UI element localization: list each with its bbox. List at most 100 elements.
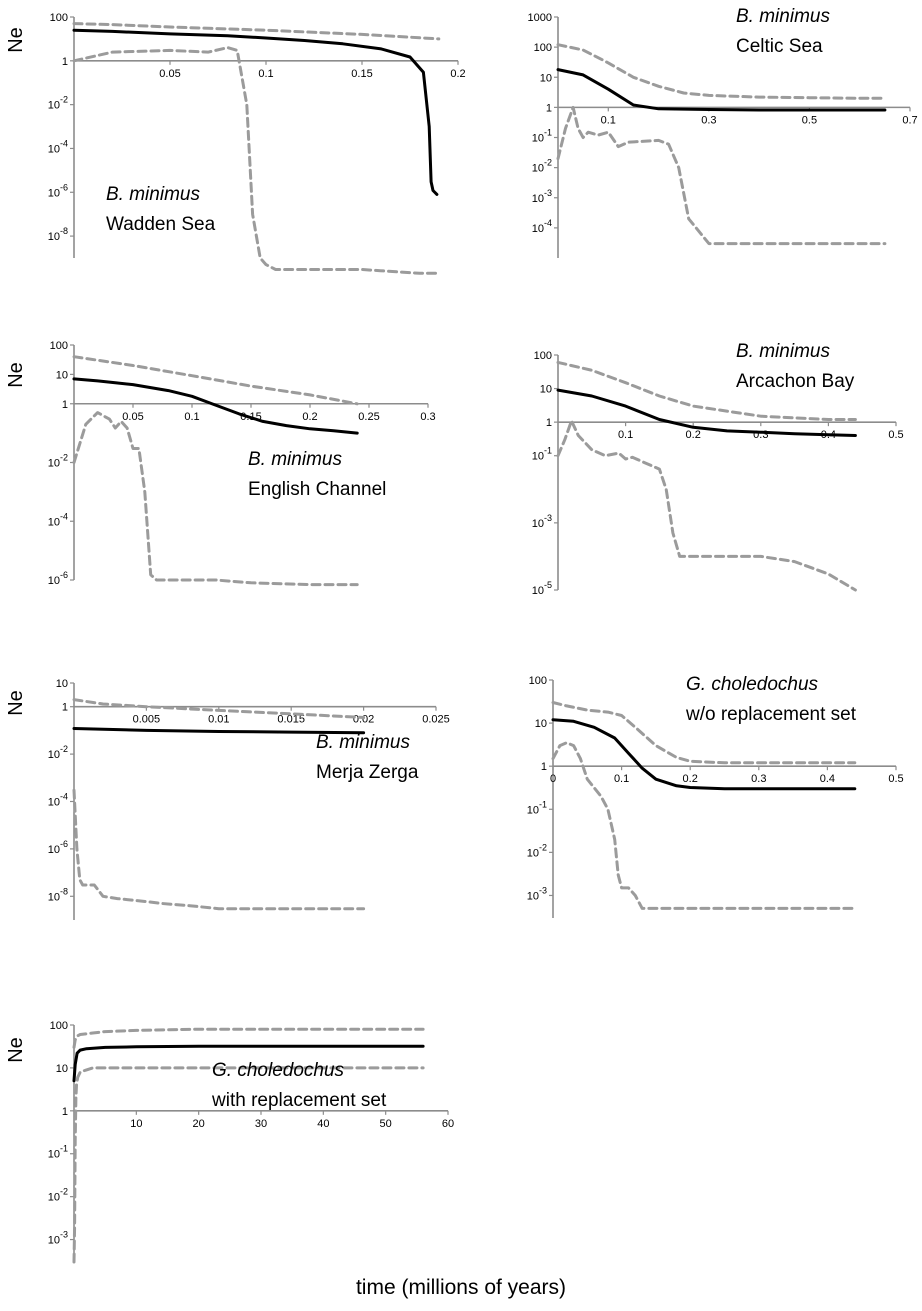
y-tick-label: 100 <box>534 350 552 362</box>
location-label: Merja Zerga <box>316 762 419 783</box>
y-tick-label: 10-1 <box>48 1144 68 1161</box>
series-upper-line <box>556 360 857 421</box>
x-tick-label: 0.5 <box>888 773 903 785</box>
series-lower-line <box>72 411 359 587</box>
series-upper-line <box>72 698 366 719</box>
y-tick-label: 10-1 <box>532 446 552 463</box>
y-tick-label: 10-8 <box>48 886 68 903</box>
y-tick-label: 1 <box>541 761 547 773</box>
x-tick-label: 0.3 <box>420 411 435 423</box>
y-tick-label: 10-2 <box>527 842 547 859</box>
species-label: B. minimus <box>248 449 342 470</box>
x-tick-label: 40 <box>317 1118 329 1130</box>
y-tick-label: 10-6 <box>48 839 68 856</box>
x-tick-label: 0.1 <box>184 411 199 423</box>
x-tick-label: 0.3 <box>751 773 766 785</box>
y-tick-label: 10-3 <box>532 513 552 530</box>
series-lower-line <box>556 419 857 592</box>
location-label: English Channel <box>248 479 386 500</box>
y-axis-label: Ne <box>5 690 27 716</box>
y-tick-label: 100 <box>50 12 68 24</box>
chart-panel-1: 100 1 10-2 10-4 10-6 10-8 0.05 0.1 0.15 0.2 Ne B. m… <box>5 12 466 275</box>
y-tick-label: 100 <box>50 1020 68 1032</box>
x-tick-label: 0.05 <box>122 411 143 423</box>
series-upper-line <box>551 701 857 765</box>
y-tick-label: 10-4 <box>532 218 552 235</box>
x-tick-label: 0.05 <box>159 68 180 80</box>
series-median-line <box>556 68 887 112</box>
x-tick-label: 10 <box>130 1118 142 1130</box>
y-tick-label: 10-8 <box>48 226 68 243</box>
y-tick-label: 1 <box>62 56 68 68</box>
species-label: G. choledochus <box>686 674 819 695</box>
x-tick-label: 0.1 <box>614 773 629 785</box>
species-label: B. minimus <box>106 184 200 205</box>
y-tick-label: 10-4 <box>48 511 68 528</box>
series-upper-line <box>72 355 359 406</box>
series-lower-line <box>72 1066 425 1264</box>
location-label: Arcachon Bay <box>736 371 855 392</box>
x-tick-label: 0.025 <box>422 714 450 726</box>
y-tick-label: 10-6 <box>48 570 68 587</box>
y-tick-label: 100 <box>534 42 552 54</box>
species-label: G. choledochus <box>212 1060 345 1081</box>
series-upper-line <box>556 43 887 100</box>
y-tick-label: 1 <box>546 102 552 114</box>
y-tick-label: 1000 <box>528 12 552 24</box>
y-tick-label: 10-4 <box>48 792 68 809</box>
y-tick-label: 10 <box>540 384 552 396</box>
y-tick-label: 10-2 <box>48 1187 68 1204</box>
x-tick-label: 60 <box>442 1118 454 1130</box>
y-axis-label: Ne <box>5 27 27 53</box>
y-tick-label: 100 <box>50 340 68 352</box>
y-tick-label: 10-3 <box>527 885 547 902</box>
y-tick-label: 10-3 <box>48 1230 68 1247</box>
species-label: B. minimus <box>736 6 830 27</box>
series-lower-line <box>556 105 887 246</box>
y-tick-label: 10-1 <box>527 799 547 816</box>
location-label: with replacement set <box>211 1090 387 1111</box>
y-tick-label: 10-6 <box>48 182 68 199</box>
y-tick-label: 10-2 <box>48 95 68 112</box>
x-tick-label: 0.1 <box>601 114 616 126</box>
y-tick-label: 1 <box>62 1106 68 1118</box>
y-tick-label: 10-3 <box>532 188 552 205</box>
x-tick-label: 0.02 <box>353 714 374 726</box>
y-tick-label: 10-2 <box>48 744 68 761</box>
y-tick-label: 10-2 <box>48 453 68 470</box>
y-tick-label: 10-4 <box>48 138 68 155</box>
x-tick-label: 0.2 <box>450 68 465 80</box>
chart-panel-7: 100 10 1 10-1 10-2 10-3 10 20 30 40 50 60 Ne G. chole… <box>5 1020 454 1264</box>
y-tick-label: 1 <box>62 702 68 714</box>
species-label: B. minimus <box>316 732 410 753</box>
y-tick-label: 1 <box>62 399 68 411</box>
x-tick-label: 0.7 <box>902 114 917 126</box>
location-label: w/o replacement set <box>685 704 857 725</box>
y-tick-label: 10 <box>56 369 68 381</box>
x-tick-label: 0.15 <box>351 68 372 80</box>
x-tick-label: 0.3 <box>701 114 716 126</box>
x-tick-label: 30 <box>255 1118 267 1130</box>
series-lower-line <box>72 46 441 275</box>
series-median-line <box>72 28 439 196</box>
y-axis-label: Ne <box>5 1037 27 1063</box>
chart-panel-6: 100 10 1 10-1 10-2 10-3 0 0.1 0.2 0.3 0.4 0.5 G. cho… <box>527 674 904 918</box>
y-tick-label: 10-1 <box>532 128 552 145</box>
x-axis-title: time (millions of years) <box>356 1276 566 1299</box>
x-tick-label: 20 <box>193 1118 205 1130</box>
x-tick-label: 0.2 <box>683 773 698 785</box>
x-tick-label: 0 <box>550 773 556 785</box>
location-label: Wadden Sea <box>106 214 216 235</box>
x-tick-label: 0.5 <box>802 114 817 126</box>
species-label: B. minimus <box>736 341 830 362</box>
y-tick-label: 1 <box>546 417 552 429</box>
x-tick-label: 0.015 <box>277 714 305 726</box>
series-lower-line <box>551 741 857 910</box>
series-upper-line <box>72 1027 425 1049</box>
y-tick-label: 10 <box>535 718 547 730</box>
x-tick-label: 0.5 <box>888 429 903 441</box>
series-median-line <box>551 718 857 791</box>
